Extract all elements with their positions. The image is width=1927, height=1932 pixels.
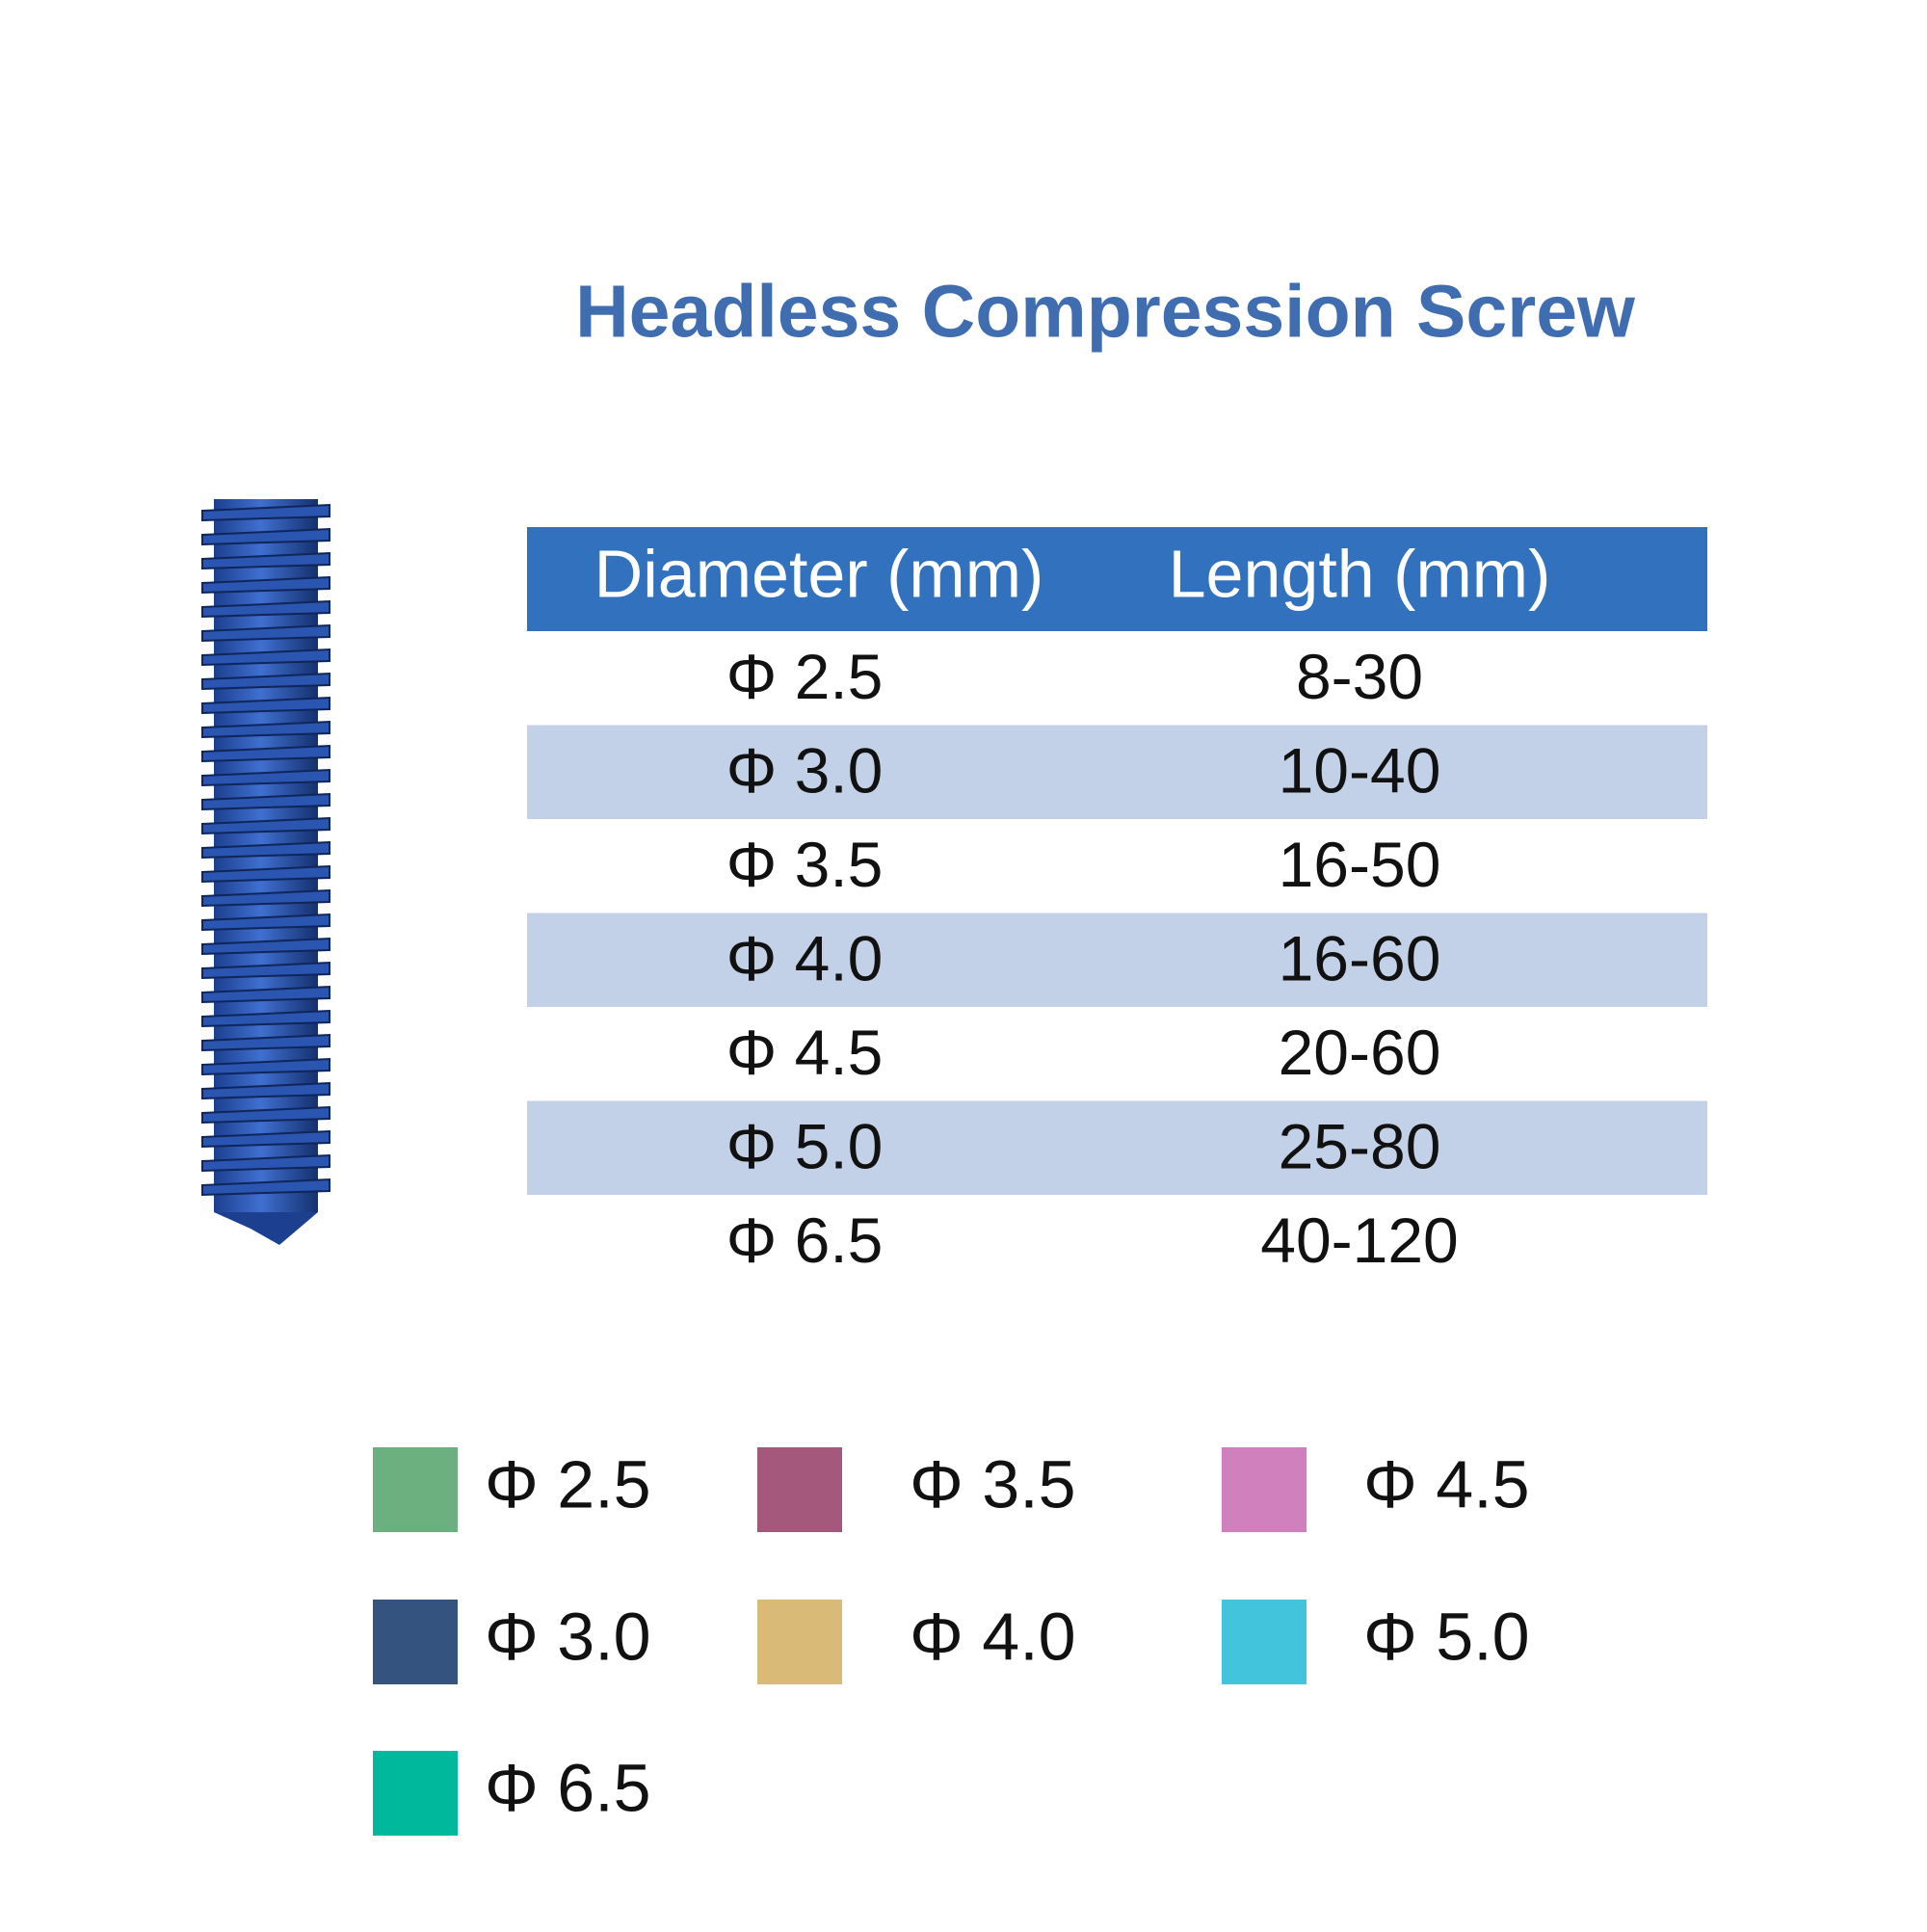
thread xyxy=(201,985,330,1004)
table-cell: Φ 6.5 xyxy=(726,1204,884,1276)
thread xyxy=(201,937,330,956)
thread xyxy=(201,551,330,570)
column-header: Diameter (mm) xyxy=(594,536,1044,611)
legend-label: Φ 6.5 xyxy=(485,1750,651,1825)
thread xyxy=(201,575,330,595)
table-cell: 20-60 xyxy=(1279,1017,1441,1088)
thread xyxy=(201,913,330,932)
thread xyxy=(201,816,330,835)
legend-swatch xyxy=(1222,1600,1307,1684)
table-cell: Φ 5.0 xyxy=(726,1111,884,1182)
thread xyxy=(201,648,330,667)
table-cell: 16-60 xyxy=(1279,923,1441,994)
legend-label: Φ 4.5 xyxy=(1363,1446,1530,1522)
row-shade xyxy=(527,725,1707,819)
thread xyxy=(201,1057,330,1076)
legend-swatch xyxy=(757,1600,842,1684)
thread xyxy=(201,1129,330,1149)
legend-swatch xyxy=(1222,1447,1307,1532)
column-header: Length (mm) xyxy=(1169,536,1551,611)
legend-label: Φ 2.5 xyxy=(485,1446,651,1522)
row-shade xyxy=(527,1100,1707,1195)
thread xyxy=(201,672,330,691)
title: Headless Compression Screw xyxy=(575,270,1636,353)
thread xyxy=(201,888,330,908)
thread xyxy=(201,1178,330,1197)
thread xyxy=(201,792,330,811)
legend-label: Φ 5.0 xyxy=(1363,1599,1530,1674)
thread xyxy=(201,1033,330,1052)
thread xyxy=(201,527,330,546)
legend-swatch xyxy=(373,1751,458,1836)
legend-label: Φ 3.5 xyxy=(910,1446,1076,1522)
table-cell: Φ 4.5 xyxy=(726,1017,884,1088)
legend-swatch xyxy=(373,1600,458,1684)
thread xyxy=(201,768,330,787)
thread xyxy=(201,503,330,522)
legend-label: Φ 4.0 xyxy=(910,1599,1076,1674)
table-cell: 16-50 xyxy=(1279,829,1441,900)
table-cell: 25-80 xyxy=(1279,1111,1441,1182)
spec-table: Diameter (mm) Length (mm) Φ 2.5 8-30 Φ 3.0 10… xyxy=(527,527,1707,1276)
legend-label: Φ 3.0 xyxy=(485,1599,651,1674)
row-shade xyxy=(527,913,1707,1007)
legend-swatch xyxy=(373,1447,458,1532)
table-header-bg xyxy=(527,527,1707,631)
thread xyxy=(201,1009,330,1028)
table-cell: 10-40 xyxy=(1279,735,1441,807)
table-cell: 40-120 xyxy=(1260,1204,1459,1276)
thread xyxy=(201,720,330,739)
thread xyxy=(201,840,330,860)
legend-swatch xyxy=(757,1447,842,1532)
table-cell: Φ 3.5 xyxy=(726,829,884,900)
table-cell: 8-30 xyxy=(1296,641,1423,712)
table-cell: Φ 2.5 xyxy=(726,641,884,712)
thread xyxy=(201,744,330,763)
thread xyxy=(201,1153,330,1173)
thread xyxy=(201,696,330,715)
table-cell: Φ 3.0 xyxy=(726,735,884,807)
table-cell: Φ 4.0 xyxy=(726,923,884,994)
thread xyxy=(201,623,330,643)
thread xyxy=(201,1081,330,1100)
thread xyxy=(201,599,330,619)
screw-image xyxy=(201,499,330,1245)
thread xyxy=(201,1105,330,1125)
thread xyxy=(201,864,330,884)
color-legend: Φ 2.5 Φ 3.5 Φ 4.5 Φ 3.0 Φ 4.0 Φ 5.0 Φ 6.5 xyxy=(373,1446,1530,1836)
thread xyxy=(201,961,330,980)
